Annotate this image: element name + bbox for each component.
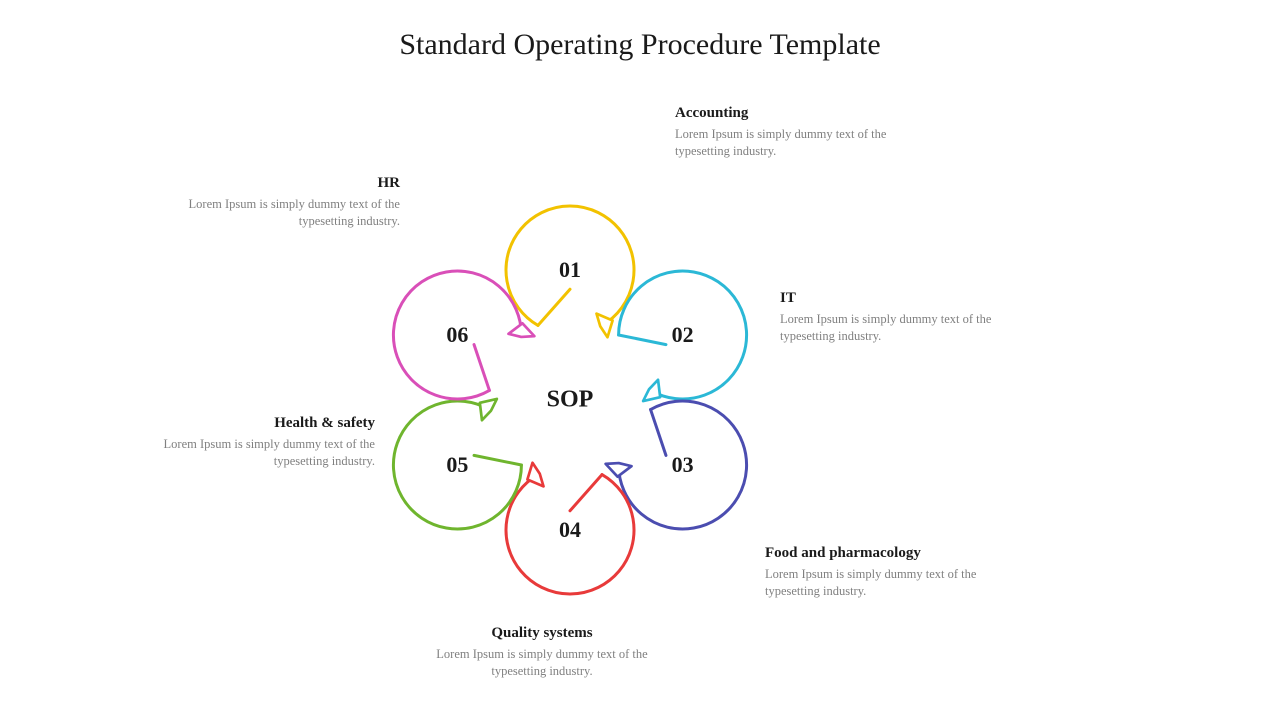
- item-title-03: Food and pharmacology: [765, 545, 1025, 562]
- center-label: SOP: [547, 387, 594, 414]
- node-tail-02: [619, 335, 666, 345]
- node-tail-06: [474, 345, 489, 391]
- node-tail-05: [474, 455, 521, 465]
- node-tail-04: [570, 475, 602, 511]
- item-title-04: Quality systems: [412, 625, 672, 642]
- node-number-06: 06: [446, 322, 468, 348]
- node-number-01: 01: [559, 257, 581, 283]
- diagram-stage: 01 Accounting Lorem Ipsum is simply dummy …: [0, 0, 1280, 720]
- item-desc-04: Lorem Ipsum is simply dummy text of the …: [412, 646, 672, 680]
- item-block-01: Accounting Lorem Ipsum is simply dummy te…: [675, 105, 935, 160]
- arrowhead-06: [508, 322, 535, 338]
- item-desc-02: Lorem Ipsum is simply dummy text of the …: [780, 311, 1040, 345]
- node-tail-03: [651, 410, 666, 456]
- flow-svg: [0, 0, 1280, 720]
- item-title-02: IT: [780, 290, 1040, 307]
- item-desc-06: Lorem Ipsum is simply dummy text of the …: [140, 196, 400, 230]
- arrowhead-04: [522, 462, 545, 491]
- item-block-04: Quality systems Lorem Ipsum is simply dum…: [412, 625, 672, 680]
- item-desc-03: Lorem Ipsum is simply dummy text of the …: [765, 566, 1025, 600]
- item-block-06: HR Lorem Ipsum is simply dummy text of th…: [140, 175, 400, 230]
- item-block-05: Health & safety Lorem Ipsum is simply dum…: [115, 415, 375, 470]
- item-block-02: IT Lorem Ipsum is simply dummy text of th…: [780, 290, 1040, 345]
- node-tail-01: [538, 289, 570, 325]
- item-title-06: HR: [140, 175, 400, 192]
- item-title-05: Health & safety: [115, 415, 375, 432]
- item-desc-05: Lorem Ipsum is simply dummy text of the …: [115, 436, 375, 470]
- arrowhead-01: [595, 309, 618, 338]
- item-desc-01: Lorem Ipsum is simply dummy text of the …: [675, 126, 935, 160]
- node-number-03: 03: [672, 452, 694, 478]
- node-number-02: 02: [672, 322, 694, 348]
- item-block-03: Food and pharmacology Lorem Ipsum is simp…: [765, 545, 1025, 600]
- item-title-01: Accounting: [675, 105, 935, 122]
- node-number-04: 04: [559, 517, 581, 543]
- arrowhead-03: [605, 462, 632, 478]
- node-number-05: 05: [446, 452, 468, 478]
